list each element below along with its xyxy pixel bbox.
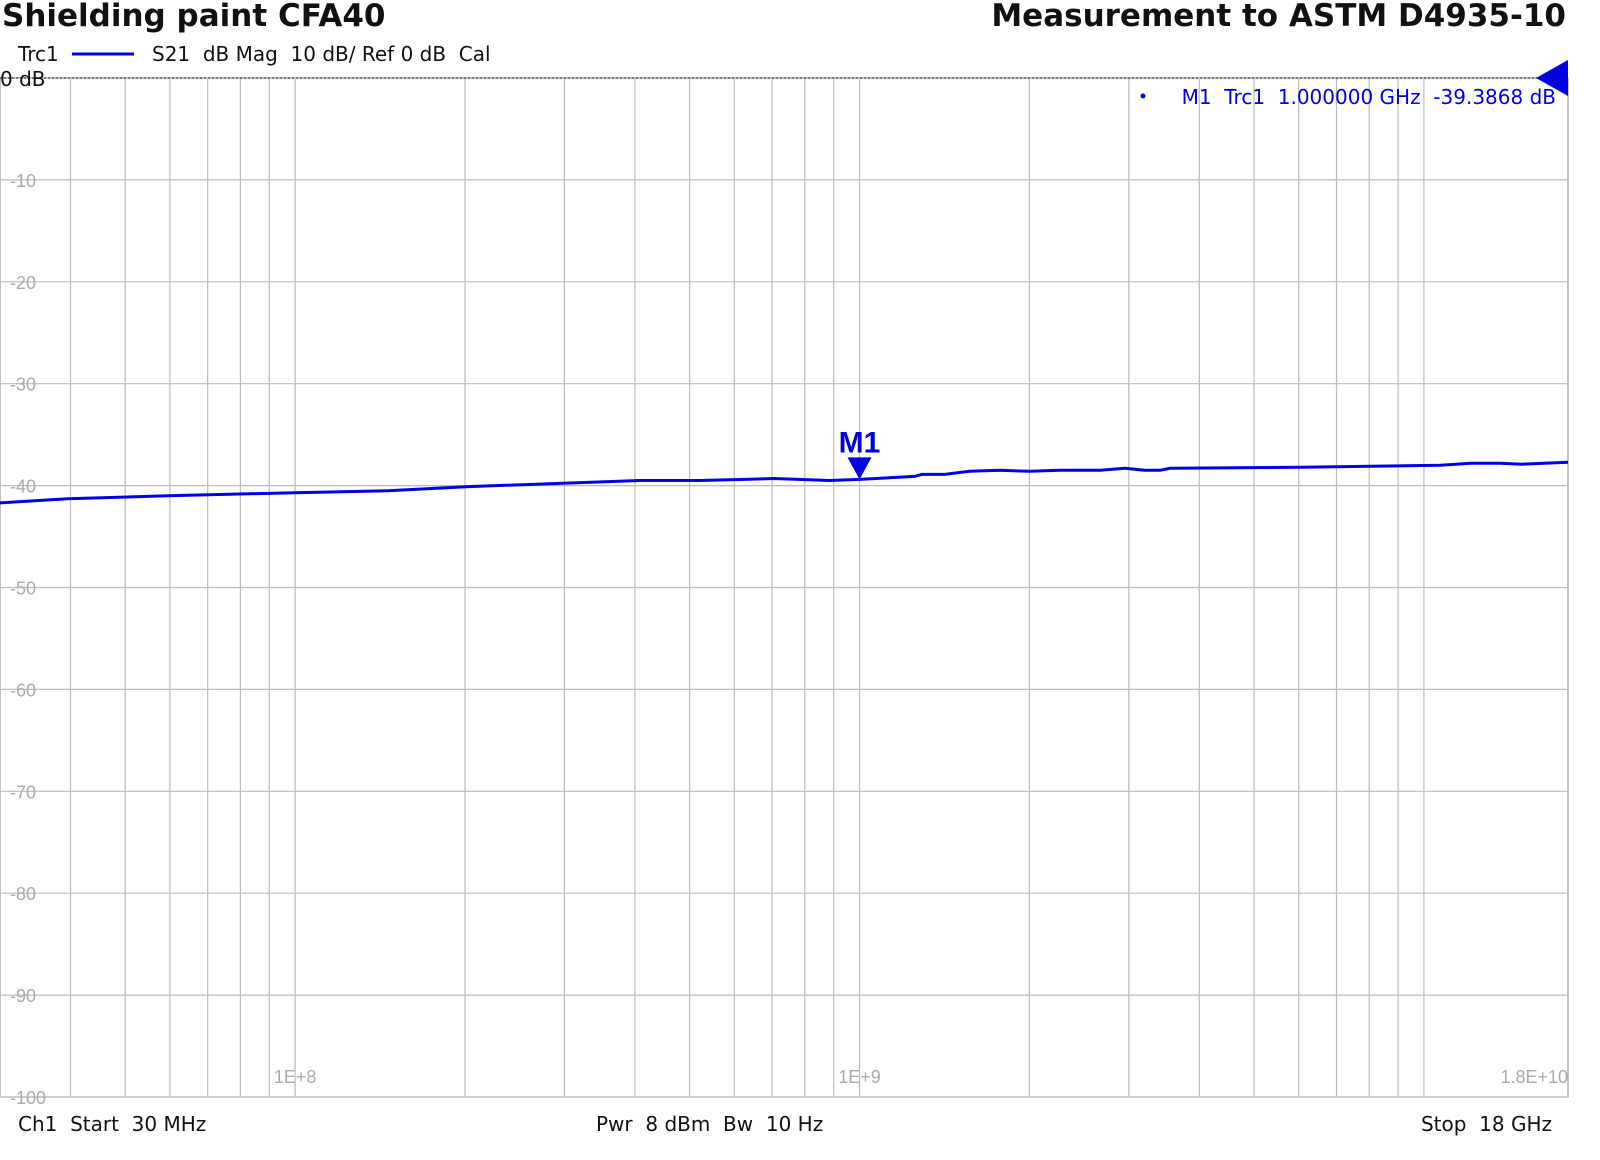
x-tick-label: 1.8E+10 (1500, 1067, 1568, 1087)
x-tick-label: 1E+8 (274, 1067, 317, 1087)
marker-readout: M1 Trc1 1.000000 GHz -39.3868 dB (1182, 85, 1556, 109)
reference-level-arrow-icon[interactable] (1536, 60, 1568, 96)
y-tick-labels: -10 -20 -30 -40 -50 -60 -70 -80 -90 -100 (10, 171, 46, 1108)
marker-label: M1 (839, 426, 881, 459)
y-tick-label: -20 (10, 273, 36, 293)
marker-m1[interactable]: M1 (839, 426, 881, 480)
footer-power-bandwidth: Pwr 8 dBm Bw 10 Hz (596, 1112, 823, 1136)
trace-trc1 (0, 460, 1569, 505)
y-tick-label: -30 (10, 375, 36, 395)
y-tick-label: -80 (10, 884, 36, 904)
y-tick-label: -50 (10, 579, 36, 599)
chart-subtitle: Measurement to ASTM D4935-10 (991, 0, 1566, 34)
footer-stop: Stop 18 GHz (1421, 1112, 1552, 1136)
y-tick-label: -100 (10, 1088, 46, 1108)
legend-trace-name: Trc1 (17, 42, 59, 66)
y-tick-label: -10 (10, 171, 36, 191)
y-tick-label: -60 (10, 680, 36, 700)
y-tick-label: -70 (10, 782, 36, 802)
y-tick-label: -90 (10, 986, 36, 1006)
y-tick-label: -40 (10, 477, 36, 497)
marker-triangle-icon (847, 457, 872, 480)
x-tick-labels: 1E+8 1E+9 1.8E+10 (274, 1067, 1568, 1087)
grid (0, 77, 1569, 1098)
chart-title: Shielding paint CFA40 (2, 0, 385, 34)
legend-trace-description: S21 dB Mag 10 dB/ Ref 0 dB Cal (152, 42, 491, 66)
y-ref-label: 0 dB (0, 67, 46, 91)
footer-start: Ch1 Start 30 MHz (18, 1112, 206, 1136)
marker-readout-dot-icon (1140, 93, 1146, 99)
x-tick-label: 1E+9 (838, 1067, 881, 1087)
